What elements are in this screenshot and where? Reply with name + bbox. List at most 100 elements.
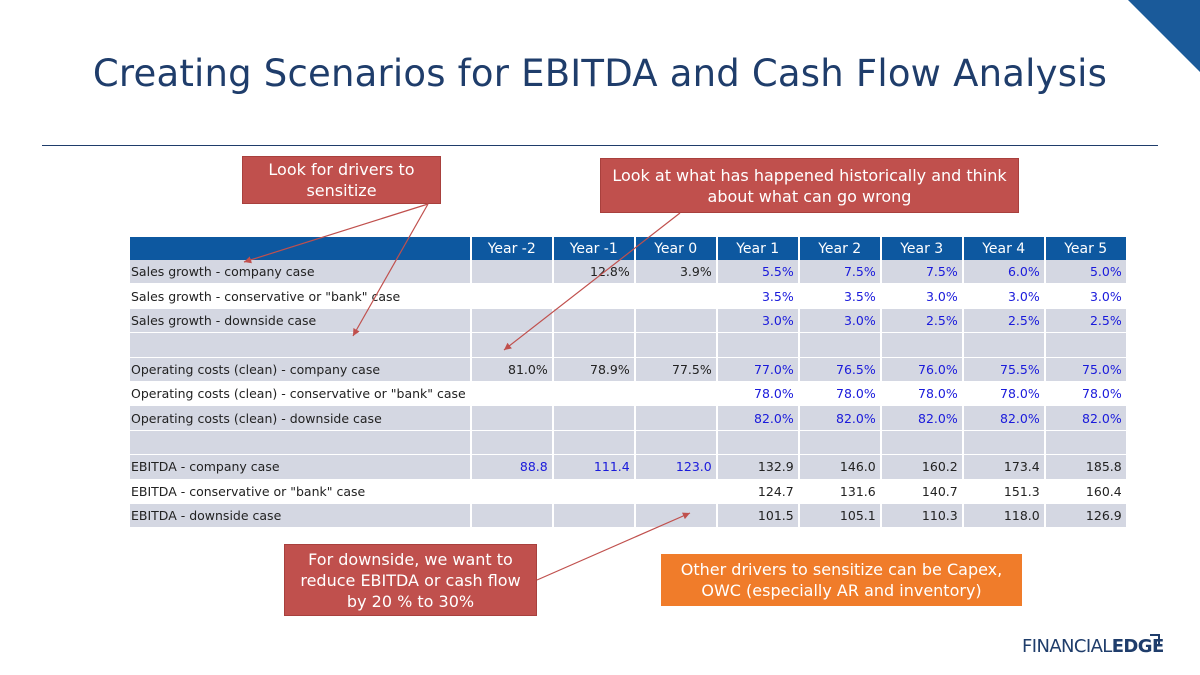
header-year-m1: Year -1 (551, 237, 634, 260)
table-row: Sales growth - downside case 3.0% 3.0% 2.5%… (130, 308, 1126, 334)
table-cell: 78.0% (879, 381, 962, 407)
table-cell (715, 333, 798, 358)
table-cell: 173.4 (961, 455, 1044, 480)
table-cell (961, 333, 1044, 358)
corner-decoration (1128, 0, 1200, 72)
table-cell (551, 333, 634, 358)
table-row: EBITDA - downside case 101.5 105.1 110.3 118… (130, 503, 1126, 529)
table-cell (797, 430, 880, 456)
header-year-5: Year 5 (1043, 237, 1126, 260)
table-row (130, 333, 1126, 358)
table-cell: 82.0% (797, 406, 880, 431)
table-cell (633, 430, 716, 456)
table-cell (469, 308, 552, 334)
table-cell: 12.8% (551, 260, 634, 285)
table-cell: 140.7 (879, 479, 962, 504)
table-cell: 3.0% (1043, 284, 1126, 309)
table-cell: 3.9% (633, 260, 716, 285)
table-cell: 160.4 (1043, 479, 1126, 504)
table-cell (633, 503, 716, 529)
header-year-m2: Year -2 (469, 237, 552, 260)
table-cell: 2.5% (1043, 308, 1126, 334)
row-label: Sales growth - company case (130, 260, 470, 285)
table-cell: 110.3 (879, 503, 962, 529)
table-cell (879, 333, 962, 358)
table-cell (469, 503, 552, 529)
table-cell (633, 284, 716, 309)
header-year-2: Year 2 (797, 237, 880, 260)
table-cell (633, 381, 716, 407)
scenario-table: Year -2 Year -1 Year 0 Year 1 Year 2 Yea… (130, 237, 1126, 529)
row-label: EBITDA - downside case (130, 503, 470, 529)
table-cell: 101.5 (715, 503, 798, 529)
table-cell (469, 406, 552, 431)
table-cell (633, 333, 716, 358)
table-row: EBITDA - conservative or "bank" case 124.… (130, 479, 1126, 504)
table-cell: 81.0% (469, 357, 552, 382)
table-row (130, 430, 1126, 456)
table-cell (469, 381, 552, 407)
table-cell (551, 430, 634, 456)
row-label: Sales growth - conservative or "bank" ca… (130, 284, 470, 309)
table-cell (1043, 430, 1126, 456)
header-year-3: Year 3 (879, 237, 962, 260)
table-cell: 2.5% (879, 308, 962, 334)
table-cell (551, 284, 634, 309)
callout-historical: Look at what has happened historically a… (600, 158, 1019, 213)
title-divider (42, 145, 1158, 146)
table-cell: 88.8 (469, 455, 552, 480)
table-cell: 78.0% (961, 381, 1044, 407)
row-label: EBITDA - company case (130, 455, 470, 480)
table-cell: 77.5% (633, 357, 716, 382)
logo-text-financial: FINANCIAL (1022, 636, 1112, 657)
table-cell: 146.0 (797, 455, 880, 480)
table-cell: 3.0% (879, 284, 962, 309)
table-cell: 185.8 (1043, 455, 1126, 480)
table-cell (469, 430, 552, 456)
table-row: Operating costs (clean) - downside case 8… (130, 406, 1126, 431)
table-cell: 75.5% (961, 357, 1044, 382)
table-cell (469, 284, 552, 309)
row-label (130, 333, 470, 358)
row-label: Sales growth - downside case (130, 308, 470, 334)
table-cell: 78.9% (551, 357, 634, 382)
table-cell: 78.0% (1043, 381, 1126, 407)
table-row: Operating costs (clean) - conservative o… (130, 381, 1126, 407)
logo-mark-icon (1150, 634, 1160, 644)
table-cell (879, 430, 962, 456)
table-cell (469, 260, 552, 285)
table-cell: 131.6 (797, 479, 880, 504)
table-cell (961, 430, 1044, 456)
table-cell: 151.3 (961, 479, 1044, 504)
table-cell (1043, 333, 1126, 358)
table-cell: 5.5% (715, 260, 798, 285)
row-label: Operating costs (clean) - company case (130, 357, 470, 382)
table-cell (633, 308, 716, 334)
table-cell: 76.5% (797, 357, 880, 382)
table-cell: 7.5% (879, 260, 962, 285)
table-cell: 124.7 (715, 479, 798, 504)
table-cell (797, 333, 880, 358)
table-cell: 78.0% (797, 381, 880, 407)
table-cell: 2.5% (961, 308, 1044, 334)
financial-edge-logo: FINANCIALEDGE (1022, 634, 1165, 657)
row-label: EBITDA - conservative or "bank" case (130, 479, 470, 504)
row-label (130, 430, 470, 456)
table-cell: 3.5% (797, 284, 880, 309)
table-cell: 82.0% (715, 406, 798, 431)
table-cell: 3.5% (715, 284, 798, 309)
table-cell (551, 381, 634, 407)
table-cell: 118.0 (961, 503, 1044, 529)
table-cell (469, 333, 552, 358)
header-year-0: Year 0 (633, 237, 716, 260)
table-cell: 126.9 (1043, 503, 1126, 529)
callout-other-drivers: Other drivers to sensitize can be Capex,… (661, 554, 1022, 606)
table-cell: 7.5% (797, 260, 880, 285)
slide-title: Creating Scenarios for EBITDA and Cash F… (92, 52, 1108, 95)
table-cell: 76.0% (879, 357, 962, 382)
table-cell (551, 308, 634, 334)
callout-look-for-drivers: Look for drivers to sensitize (242, 156, 441, 204)
logo-text-edge: EDGE (1111, 636, 1165, 657)
table-cell: 3.0% (961, 284, 1044, 309)
table-cell: 82.0% (961, 406, 1044, 431)
